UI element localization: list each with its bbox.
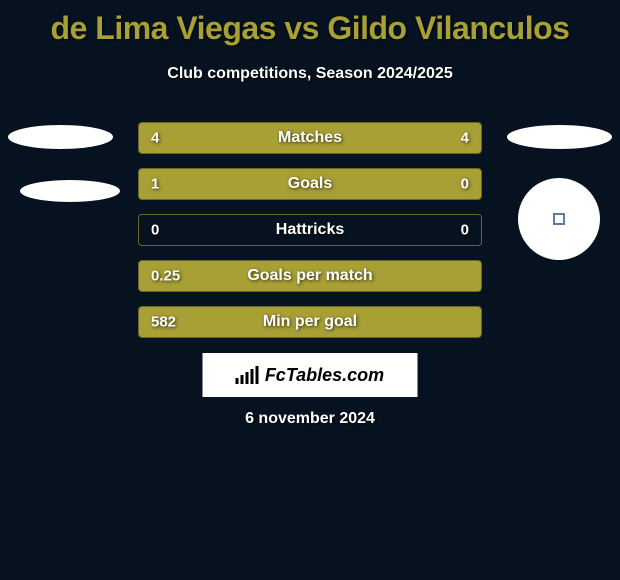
logo-bars-icon bbox=[236, 366, 259, 384]
stat-label: Hattricks bbox=[276, 221, 344, 239]
stat-row: 0 Hattricks 0 bbox=[138, 214, 482, 246]
logo-bar bbox=[251, 369, 254, 384]
stat-value-left: 582 bbox=[151, 314, 176, 331]
stat-value-left: 1 bbox=[151, 176, 159, 193]
generation-date: 6 november 2024 bbox=[245, 410, 375, 428]
stat-row: 1 Goals 0 bbox=[138, 168, 482, 200]
stat-row: 582 Min per goal bbox=[138, 306, 482, 338]
stat-label: Min per goal bbox=[263, 313, 357, 331]
logo-text: FcTables.com bbox=[265, 365, 384, 386]
comparison-subtitle: Club competitions, Season 2024/2025 bbox=[0, 65, 620, 83]
logo-bar bbox=[241, 375, 244, 384]
stat-value-left: 0 bbox=[151, 222, 159, 239]
placeholder-icon bbox=[553, 213, 565, 225]
stat-bar-left bbox=[139, 169, 402, 199]
comparison-title: de Lima Viegas vs Gildo Vilanculos bbox=[0, 0, 620, 47]
player-right-ellipse-1 bbox=[507, 125, 612, 149]
stat-label: Matches bbox=[278, 129, 342, 147]
logo-bar bbox=[256, 366, 259, 384]
stat-row: 4 Matches 4 bbox=[138, 122, 482, 154]
logo-bar bbox=[236, 378, 239, 384]
stat-value-left: 0.25 bbox=[151, 268, 180, 285]
stat-label: Goals bbox=[288, 175, 332, 193]
fctables-logo: FcTables.com bbox=[203, 353, 418, 397]
stat-value-left: 4 bbox=[151, 130, 159, 147]
stat-value-right: 4 bbox=[461, 130, 469, 147]
player-right-circle bbox=[518, 178, 600, 260]
stat-value-right: 0 bbox=[461, 176, 469, 193]
stats-container: 4 Matches 4 1 Goals 0 0 Hattricks 0 0.25 Goals per… bbox=[138, 122, 482, 352]
player-left-ellipse-2 bbox=[20, 180, 120, 202]
stat-row: 0.25 Goals per match bbox=[138, 260, 482, 292]
stat-bar-right bbox=[402, 169, 481, 199]
stat-label: Goals per match bbox=[247, 267, 372, 285]
player-left-ellipse-1 bbox=[8, 125, 113, 149]
logo-bar bbox=[246, 372, 249, 384]
stat-value-right: 0 bbox=[461, 222, 469, 239]
